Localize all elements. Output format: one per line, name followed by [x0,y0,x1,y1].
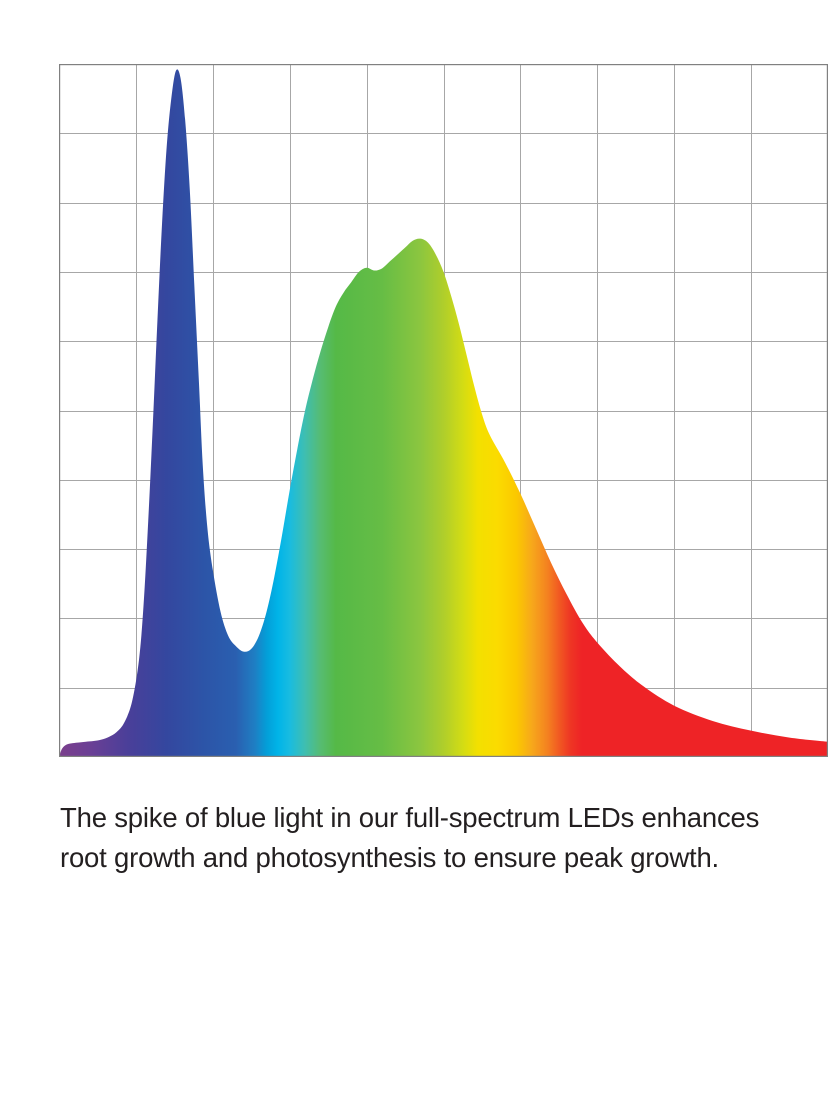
chart-canvas [59,64,828,757]
spectral-power-distribution-chart [59,64,828,757]
figure-caption: The spike of blue light in our full-spec… [60,802,760,873]
spectrum-curve-area [59,69,828,757]
chart-plot-border [59,64,828,757]
